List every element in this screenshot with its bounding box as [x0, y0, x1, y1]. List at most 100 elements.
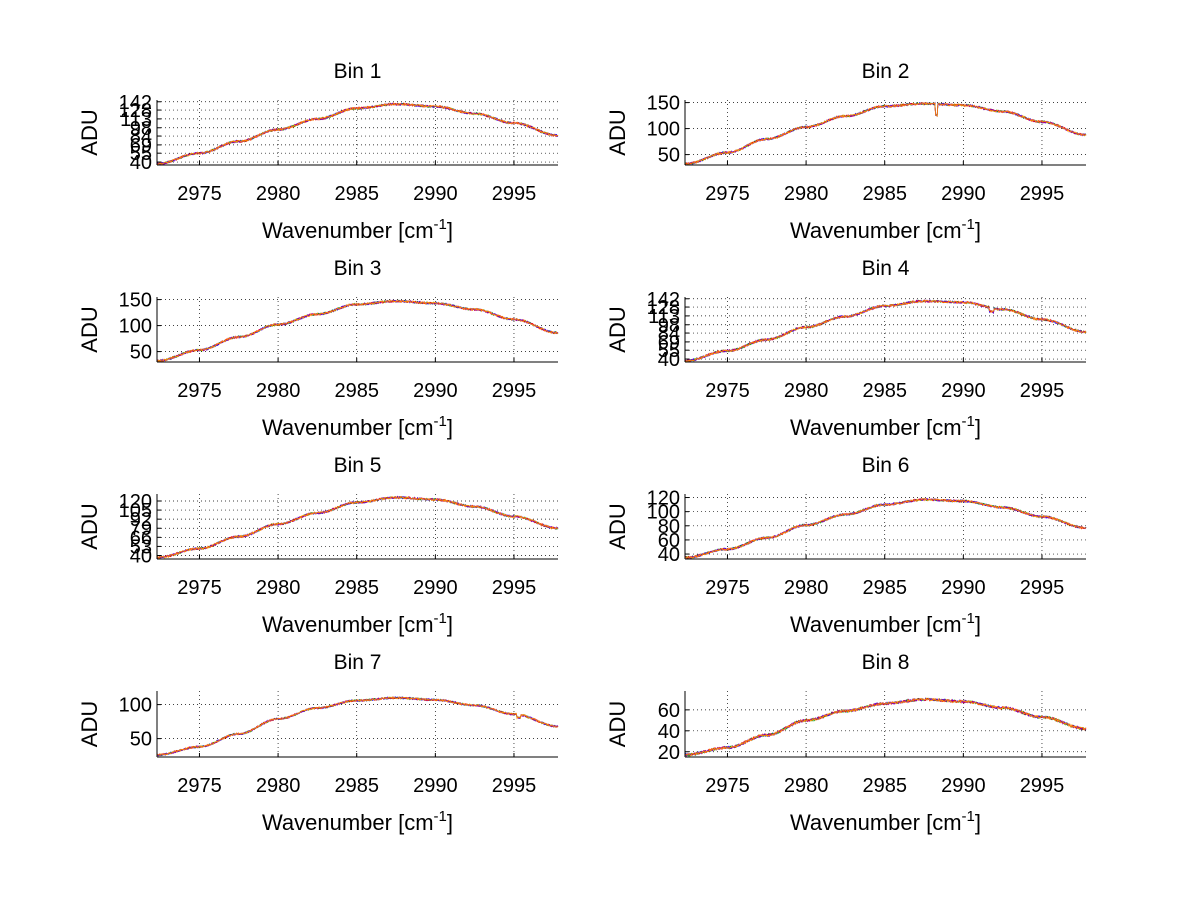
x-tick-label: 2990 [941, 380, 986, 402]
x-axis-label-exponent: -1 [962, 413, 975, 430]
y-tick-label: 79 [130, 518, 152, 540]
x-axis-label-name: Wavenumber [790, 810, 920, 835]
x-tick-label: 2995 [1020, 380, 1065, 402]
x-axis-label-unit: cm [404, 810, 433, 835]
y-tick-label: 40 [658, 544, 680, 566]
x-tick-label: 2995 [1020, 577, 1065, 599]
x-tick-label: 2975 [177, 775, 222, 797]
x-tick-label: 2975 [705, 183, 750, 205]
x-tick-label: 2985 [334, 380, 379, 402]
x-axis-label-unit: cm [932, 218, 961, 243]
x-axis-label-unit: cm [404, 218, 433, 243]
x-axis-label-exponent: -1 [962, 610, 975, 627]
x-tick-label: 2975 [177, 183, 222, 205]
y-tick-label: 113 [120, 109, 152, 131]
y-axis-label: ADU [605, 306, 630, 352]
x-axis-label-exponent: -1 [434, 808, 447, 825]
x-tick-label: 2975 [177, 380, 222, 402]
y-tick-label: 40 [658, 349, 680, 371]
grid [157, 100, 558, 165]
y-axis-label: ADU [605, 503, 630, 549]
y-tick-label: 128 [647, 297, 680, 319]
subplot-3: 2975 2980 2985 2990 2995 50 100 150 Bin 3 Wavenum… [77, 257, 559, 440]
x-axis-label-name: Wavenumber [790, 612, 920, 637]
x-tick-label: 2980 [256, 183, 301, 205]
x-tick-label: 2990 [941, 577, 986, 599]
x-axis-label: Wavenumber [cm-1] [790, 808, 981, 835]
x-axis-label-exponent: -1 [434, 610, 447, 627]
y-tick-label: 80 [658, 516, 680, 538]
x-tick-label: 2980 [256, 577, 301, 599]
y-tick-label: 50 [130, 729, 152, 751]
x-tick-label: 2995 [1020, 183, 1065, 205]
y-tick-label: 69 [658, 332, 680, 354]
grid [685, 691, 1086, 757]
grid [685, 100, 1086, 165]
x-axis-label-bracket-close: ] [975, 810, 981, 835]
x-axis-label-bracket-open: [ [392, 612, 404, 637]
x-axis-label-bracket-open: [ [392, 810, 404, 835]
y-axis-label: ADU [77, 701, 102, 747]
plot-area [157, 494, 558, 559]
x-tick-label: 2980 [784, 577, 829, 599]
x-axis-label-name: Wavenumber [790, 218, 920, 243]
y-axis-label: ADU [605, 109, 630, 155]
x-tick-label: 2975 [705, 577, 750, 599]
y-tick-label: 92 [130, 509, 152, 531]
x-tick-label: 2985 [334, 577, 379, 599]
series-lines [684, 697, 1087, 757]
y-tick-label: 60 [658, 700, 680, 722]
x-axis-label-unit: cm [932, 810, 961, 835]
series-lines [684, 497, 1087, 559]
series-line-5 [685, 299, 1087, 363]
y-tick-label: 53 [130, 536, 152, 558]
x-axis-label: Wavenumber [cm-1] [790, 413, 981, 440]
x-axis-label-bracket-close: ] [447, 810, 453, 835]
x-axis-label-name: Wavenumber [262, 810, 392, 835]
plot-area [685, 297, 1086, 362]
subplot-2: 2975 2980 2985 2990 2995 50 100 150 Bin 2 Wavenum… [605, 60, 1087, 243]
x-axis-label-name: Wavenumber [262, 415, 392, 440]
x-tick-label: 2975 [705, 380, 750, 402]
plot-area [685, 691, 1086, 757]
series-line-5 [156, 102, 559, 166]
x-axis-label-bracket-close: ] [975, 415, 981, 440]
x-axis-label-name: Wavenumber [262, 218, 392, 243]
x-axis-label-name: Wavenumber [790, 415, 920, 440]
x-tick-label: 2985 [334, 183, 379, 205]
x-axis-label-bracket-close: ] [975, 218, 981, 243]
grid [157, 297, 558, 362]
y-tick-label: 100 [647, 119, 680, 141]
x-axis-label-bracket-open: [ [920, 218, 932, 243]
series-line-5 [684, 697, 1087, 757]
x-tick-label: 2980 [784, 183, 829, 205]
x-tick-label: 2990 [413, 380, 458, 402]
x-axis-label-bracket-close: ] [447, 612, 453, 637]
y-tick-label: 40 [130, 546, 152, 568]
x-axis-label-bracket-open: [ [392, 415, 404, 440]
y-tick-label: 100 [119, 695, 152, 717]
x-tick-label: 2990 [941, 183, 986, 205]
x-axis-label-bracket-open: [ [920, 810, 932, 835]
y-tick-label: 84 [658, 323, 680, 345]
y-tick-label: 142 [647, 289, 680, 311]
series-line-5 [684, 498, 1087, 559]
y-tick-label: 50 [658, 145, 680, 167]
subplot-title: Bin 8 [862, 651, 910, 674]
x-axis-label: Wavenumber [cm-1] [262, 216, 453, 243]
x-tick-label: 2975 [177, 577, 222, 599]
x-axis-label-exponent: -1 [962, 216, 975, 233]
y-tick-label: 84 [130, 126, 152, 148]
subplot-title: Bin 2 [862, 60, 910, 83]
subplot-title: Bin 4 [862, 257, 910, 280]
y-tick-label: 150 [119, 290, 152, 312]
subplot-7: 2975 2980 2985 2990 2995 50 100 Bin 7 Wavenumber… [77, 651, 559, 835]
grid [157, 494, 558, 559]
x-axis-label: Wavenumber [cm-1] [262, 610, 453, 637]
x-tick-label: 2995 [492, 380, 537, 402]
x-axis-label-bracket-open: [ [920, 415, 932, 440]
y-axis-label: ADU [77, 306, 102, 352]
x-tick-label: 2985 [334, 775, 379, 797]
